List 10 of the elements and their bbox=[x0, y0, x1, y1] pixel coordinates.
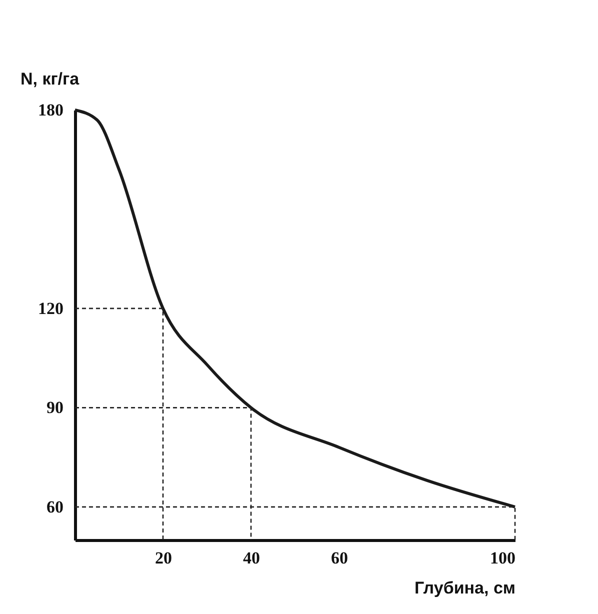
x-axis-title: Глубина, см bbox=[414, 578, 516, 598]
y-tick-label: 120 bbox=[38, 298, 64, 318]
y-tick-label: 90 bbox=[46, 398, 64, 418]
x-tick-label: 100 bbox=[490, 548, 516, 568]
x-tick-label: 40 bbox=[243, 548, 260, 568]
x-tick-label: 60 bbox=[331, 548, 348, 568]
x-tick-label: 20 bbox=[155, 548, 172, 568]
y-axis-title: N, кг/га bbox=[20, 70, 80, 88]
y-tick-label: 180 bbox=[38, 100, 64, 120]
y-tick-label: 60 bbox=[46, 497, 64, 516]
